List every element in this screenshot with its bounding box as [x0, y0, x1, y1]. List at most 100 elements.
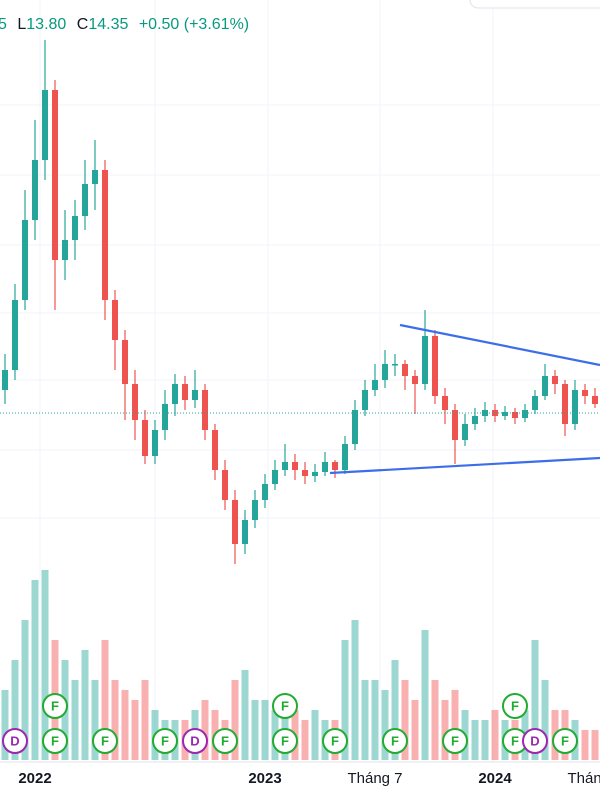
event-marker [502, 693, 528, 719]
volume-bar [391, 660, 399, 760]
close-value: 14.35 [88, 16, 128, 33]
x-tick-label: 2023 [248, 770, 281, 787]
candle-body [462, 424, 468, 440]
volume-bar [421, 630, 429, 760]
candle-body [342, 444, 348, 470]
candle-body [242, 520, 248, 544]
candle-layer [0, 40, 600, 564]
volume-bar [481, 720, 489, 760]
volume-bar [11, 660, 19, 760]
candle-body [112, 300, 118, 340]
volume-bar [21, 620, 29, 760]
candle-body [232, 500, 238, 544]
candle-body [442, 396, 448, 410]
event-marker [322, 728, 348, 754]
volume-bar [471, 720, 479, 760]
volume-bar [241, 670, 249, 760]
candle-body [32, 160, 38, 220]
candle-body [282, 462, 288, 470]
high-fragment: 5 [0, 16, 7, 33]
candle-body [182, 384, 188, 400]
event-marker [42, 693, 68, 719]
candle-body [582, 390, 588, 396]
candle-body [12, 300, 18, 370]
ohlc-header: 5 L13.80 C14.35 +0.50 (+3.61%) [0, 16, 249, 33]
event-label: D [10, 733, 19, 748]
candle-body [302, 470, 308, 476]
event-marker [552, 728, 578, 754]
candle-body [432, 336, 438, 396]
volume-bar [401, 680, 409, 760]
change: +0.50 (+3.61%) [139, 16, 249, 33]
low-value: 13.80 [26, 16, 66, 33]
candle-body [262, 484, 268, 500]
event-label: F [101, 733, 109, 748]
volume-bar [301, 720, 309, 760]
volume-bar [581, 730, 589, 760]
event-marker [212, 728, 238, 754]
volume-bar [261, 700, 269, 760]
volume-bar [41, 570, 49, 760]
candle-body [102, 170, 108, 300]
event-label: F [161, 733, 169, 748]
candle-body [312, 472, 318, 476]
candle-body [422, 336, 428, 384]
event-marker [272, 728, 298, 754]
candle-body [572, 390, 578, 424]
volume-bar [131, 700, 139, 760]
candle-body [212, 430, 218, 470]
candle-body [392, 364, 398, 366]
candle-body [362, 390, 368, 410]
candle-body [132, 384, 138, 420]
volume-bar [31, 580, 39, 760]
event-marker [42, 728, 68, 754]
event-marker [92, 728, 118, 754]
volume-bar [251, 700, 259, 760]
candle-body [52, 90, 58, 260]
x-tick-label: Tháng 7 [347, 770, 402, 787]
event-label: F [511, 733, 519, 748]
candle-body [522, 410, 528, 418]
candle-body [562, 384, 568, 424]
candle-body [452, 410, 458, 440]
event-label: D [190, 733, 199, 748]
candle-body [82, 184, 88, 216]
event-layer: D FFF F D F FFF F F FFD F [2, 693, 578, 754]
volume-bar [81, 650, 89, 760]
candle-body [202, 390, 208, 430]
x-tick-label: 2024 [478, 770, 512, 787]
volume-bar [371, 680, 379, 760]
candle-body [142, 420, 148, 456]
volume-bar [431, 680, 439, 760]
close-label: C [77, 16, 89, 33]
event-label: F [331, 733, 339, 748]
volume-bar [111, 680, 119, 760]
volume-bar [141, 680, 149, 760]
candle-body [352, 410, 358, 444]
volume-bar [341, 640, 349, 760]
candle-body [322, 462, 328, 472]
volume-bar [361, 680, 369, 760]
volume-bar [231, 680, 239, 760]
grid [0, 0, 600, 762]
candle-body [502, 412, 508, 416]
event-label: D [530, 733, 539, 748]
candle-body [532, 396, 538, 410]
candle-body [72, 216, 78, 240]
volume-bar [1, 690, 9, 760]
event-label: F [281, 698, 289, 713]
event-label: F [51, 698, 59, 713]
event-marker [522, 728, 548, 754]
candle-body [2, 370, 8, 390]
candle-body [222, 470, 228, 500]
candle-body [552, 376, 558, 384]
candle-body [292, 462, 298, 470]
volume-bar [121, 690, 129, 760]
volume-bar [201, 700, 209, 760]
volume-bar [491, 710, 499, 760]
x-tick-label: 2022 [18, 770, 51, 787]
candle-body [42, 90, 48, 160]
candle-body [542, 376, 548, 396]
event-marker [382, 728, 408, 754]
